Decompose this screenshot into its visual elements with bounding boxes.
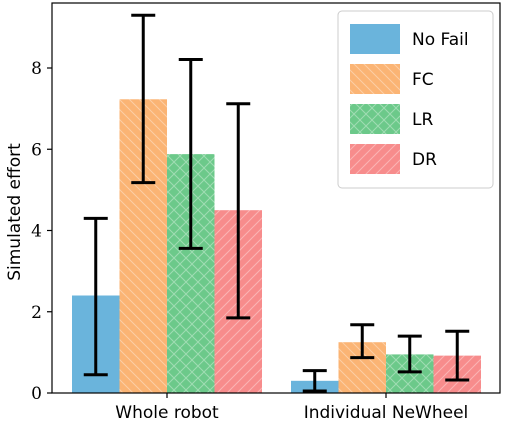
error-bar-dr-0	[226, 102, 251, 320]
y-ticks-layer: 0 2 4 6 8	[31, 59, 52, 404]
legend-label: DR	[412, 150, 437, 170]
legend-item-no-fail: No Fail	[350, 24, 469, 54]
plot-frame	[51, 2, 501, 394]
legend-label: LR	[412, 110, 433, 130]
legend-item-dr: DR	[350, 144, 437, 174]
legend-label: No Fail	[412, 30, 469, 50]
error-bar-fc-1	[350, 323, 375, 360]
axes-layer	[51, 2, 501, 394]
legend-swatch	[350, 24, 400, 54]
y-tick-label: 6	[31, 140, 42, 160]
legend-item-lr: LR	[350, 104, 433, 134]
legend-swatch-hatch	[350, 144, 400, 174]
error-bar-lr-0	[178, 57, 203, 250]
legend-label: FC	[412, 70, 434, 90]
x-category-labels: Whole robot Individual NeWheel	[115, 393, 468, 423]
error-bar-no-fail-1	[302, 369, 327, 393]
legend-item-fc: FC	[350, 64, 434, 94]
error-bar-fc-0	[131, 13, 156, 185]
bars-layer	[72, 99, 481, 393]
error-bars-layer	[83, 13, 470, 393]
y-tick-label: 8	[31, 59, 42, 79]
y-tick-label: 4	[31, 222, 42, 242]
error-bar-dr-1	[445, 329, 470, 382]
y-tick-label: 2	[31, 303, 42, 323]
legend: No Fail FC LR DR	[337, 10, 494, 189]
y-axis-label: Simulated effort	[5, 143, 25, 281]
legend-swatch-hatch	[350, 64, 400, 94]
legend-swatch-hatch	[350, 104, 400, 134]
legend-box	[337, 10, 494, 189]
x-category-label: Individual NeWheel	[304, 403, 469, 423]
error-bar-no-fail-0	[83, 216, 108, 377]
y-tick-label: 0	[31, 384, 42, 404]
error-bar-lr-1	[397, 334, 422, 374]
x-category-label: Whole robot	[115, 403, 219, 423]
